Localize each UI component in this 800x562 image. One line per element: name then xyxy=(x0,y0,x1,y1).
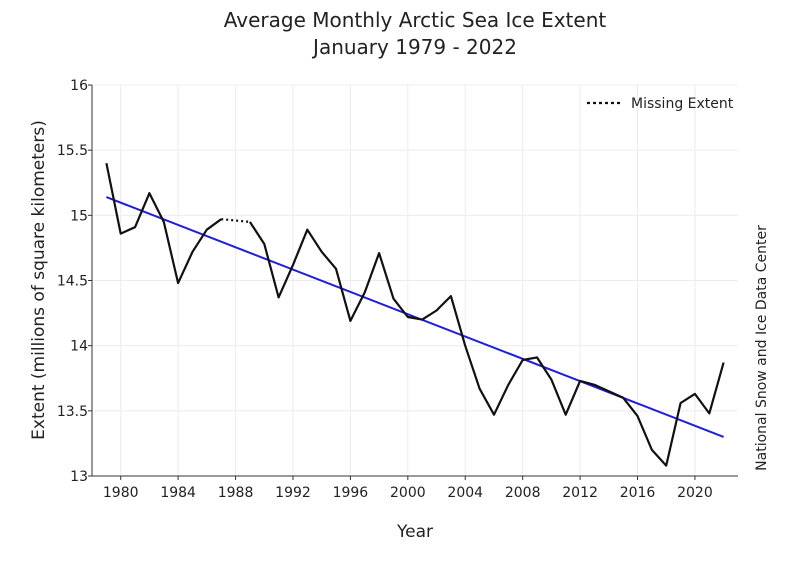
chart-title: Average Monthly Arctic Sea Ice Extent xyxy=(224,8,607,32)
y-ticks: 13 13.5 14 14.5 15 15.5 16 xyxy=(57,78,92,485)
x-tick-label: 2008 xyxy=(505,485,541,501)
x-tick-label: 2004 xyxy=(447,485,483,501)
x-tick-label: 2000 xyxy=(390,485,426,501)
chart-subtitle: January 1979 - 2022 xyxy=(311,35,517,59)
y-tick-label: 13 xyxy=(70,469,88,485)
y-tick-label: 13.5 xyxy=(57,404,88,420)
y-axis-label: Extent (millions of square kilometers) xyxy=(29,120,49,440)
y-tick-label: 16 xyxy=(70,78,88,94)
x-tick-label: 1996 xyxy=(333,485,369,501)
x-tick-label: 1984 xyxy=(160,485,196,501)
credit-label: National Snow and Ice Data Center xyxy=(754,225,770,471)
plot-area xyxy=(105,162,725,467)
trend-line xyxy=(106,196,724,438)
x-ticks: 1980 1984 1988 1992 1996 2000 2004 2008 2012 2016… xyxy=(103,476,713,501)
x-axis-label: Year xyxy=(396,522,433,542)
legend: Missing Extent xyxy=(587,96,734,112)
x-tick-label: 1980 xyxy=(103,485,139,501)
legend-missing-label: Missing Extent xyxy=(631,96,734,112)
extent-line-segment xyxy=(248,221,725,467)
x-tick-label: 2012 xyxy=(562,485,598,501)
y-tick-label: 15 xyxy=(70,208,88,224)
y-tick-label: 15.5 xyxy=(57,143,88,159)
y-tick-label: 14 xyxy=(70,339,88,355)
grid xyxy=(92,84,738,477)
x-tick-label: 2016 xyxy=(620,485,656,501)
x-tick-label: 1988 xyxy=(218,485,254,501)
extent-line-segment xyxy=(105,162,222,285)
x-tick-label: 2020 xyxy=(677,485,713,501)
x-tick-label: 1992 xyxy=(275,485,311,501)
y-tick-label: 14.5 xyxy=(57,274,88,290)
